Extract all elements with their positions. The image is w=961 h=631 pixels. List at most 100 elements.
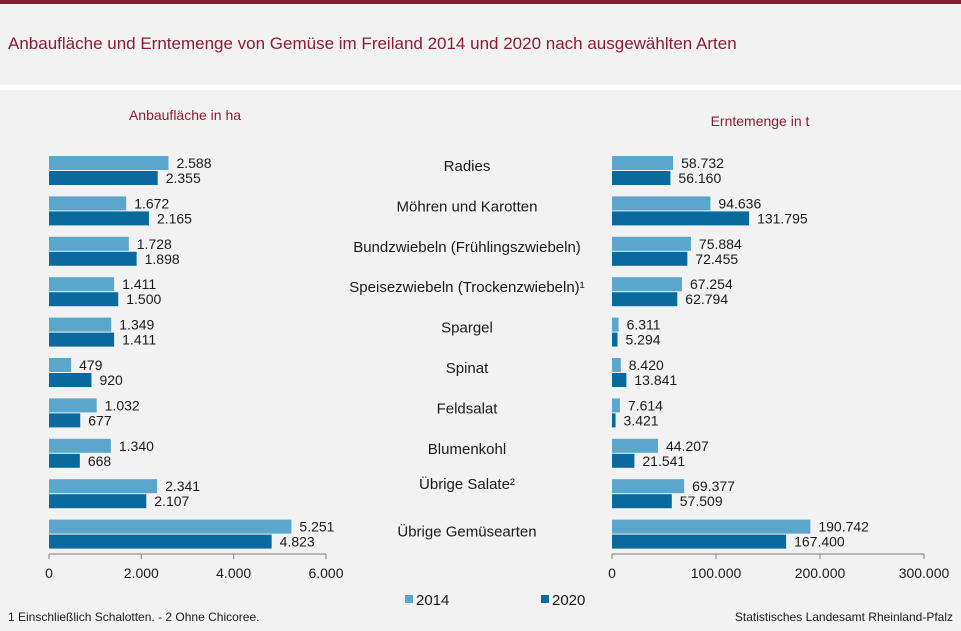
data-label-area-2014-6: 1.032 bbox=[105, 397, 140, 413]
bar-yield-2020-4 bbox=[612, 332, 618, 347]
bar-yield-2014-4 bbox=[612, 317, 619, 332]
bar-area-2020-0 bbox=[49, 171, 158, 185]
category-label-3: Speisezwiebeln (Trockenzwiebeln)¹ bbox=[349, 279, 584, 296]
bar-yield-2014-9 bbox=[612, 519, 811, 534]
data-label-yield-2020-1: 131.795 bbox=[757, 210, 808, 226]
category-label-2: Bundzwiebeln (Frühlingszwiebeln) bbox=[353, 239, 581, 256]
data-label-area-2014-7: 1.340 bbox=[119, 438, 154, 454]
data-label-yield-2020-9: 167.400 bbox=[794, 534, 845, 550]
data-label-yield-2020-2: 72.455 bbox=[695, 251, 738, 267]
bar-area-2014-5 bbox=[49, 358, 72, 372]
bar-area-2020-9 bbox=[49, 534, 272, 549]
data-label-area-2014-5: 479 bbox=[79, 357, 103, 373]
x-tick-label-area-3: 6.000 bbox=[308, 565, 343, 581]
bar-yield-2020-9 bbox=[612, 534, 787, 549]
data-label-area-2020-0: 2.355 bbox=[166, 170, 201, 186]
bar-area-2014-3 bbox=[49, 277, 115, 292]
bar-yield-2020-8 bbox=[612, 494, 672, 509]
bar-area-2020-8 bbox=[49, 494, 147, 509]
category-label-4: Spargel bbox=[441, 320, 493, 337]
panel-title-area: Anbaufläche in ha bbox=[129, 107, 241, 123]
data-label-yield-2020-7: 21.541 bbox=[642, 453, 685, 469]
data-label-yield-2014-0: 58.732 bbox=[681, 155, 724, 171]
source-credit: Statistisches Landesamt Rheinland-Pfalz bbox=[734, 610, 953, 624]
data-label-area-2020-7: 668 bbox=[88, 453, 112, 469]
bar-yield-2014-3 bbox=[612, 277, 682, 292]
bar-yield-2020-3 bbox=[612, 292, 678, 307]
data-label-yield-2014-6: 7.614 bbox=[628, 397, 663, 413]
page-title: Anbaufläche und Erntemenge von Gemüse im… bbox=[8, 34, 737, 53]
legend-swatch-2020 bbox=[541, 595, 549, 603]
x-tick-label-area-1: 2.000 bbox=[124, 565, 159, 581]
bar-yield-2020-5 bbox=[612, 373, 627, 387]
data-label-yield-2014-9: 190.742 bbox=[818, 519, 869, 535]
data-label-yield-2014-4: 6.311 bbox=[627, 317, 661, 333]
bar-yield-2020-2 bbox=[612, 251, 688, 266]
data-label-area-2014-0: 2.588 bbox=[176, 155, 211, 171]
bar-area-2014-4 bbox=[49, 317, 112, 332]
category-label-0: Radies bbox=[444, 158, 491, 175]
data-label-area-2014-1: 1.672 bbox=[134, 195, 169, 211]
category-label-1: Möhren und Karotten bbox=[397, 198, 538, 215]
data-label-yield-2020-3: 62.794 bbox=[685, 291, 728, 307]
bar-yield-2014-6 bbox=[612, 398, 620, 413]
bar-yield-2020-7 bbox=[612, 453, 635, 468]
data-label-area-2014-9: 5.251 bbox=[299, 519, 334, 535]
data-label-area-2020-1: 2.165 bbox=[157, 210, 192, 226]
data-label-yield-2014-1: 94.636 bbox=[718, 195, 761, 211]
bar-yield-2020-0 bbox=[612, 171, 671, 185]
data-label-yield-2014-7: 44.207 bbox=[666, 438, 709, 454]
data-label-yield-2014-3: 67.254 bbox=[690, 276, 733, 292]
bar-area-2020-7 bbox=[49, 453, 80, 468]
legend-label-2014: 2014 bbox=[416, 592, 449, 609]
category-label-6: Feldsalat bbox=[437, 400, 499, 417]
category-label-5: Spinat bbox=[446, 360, 489, 377]
bar-area-2014-0 bbox=[49, 156, 169, 170]
bar-yield-2014-0 bbox=[612, 156, 674, 170]
bar-yield-2014-1 bbox=[612, 196, 711, 211]
title-separator bbox=[0, 85, 961, 90]
bar-area-2014-6 bbox=[49, 398, 97, 413]
bar-area-2014-1 bbox=[49, 196, 127, 211]
data-label-area-2014-3: 1.411 bbox=[122, 276, 156, 292]
data-label-area-2014-8: 2.341 bbox=[165, 478, 200, 494]
top-accent-bar bbox=[0, 0, 961, 4]
bar-yield-2014-2 bbox=[612, 236, 691, 251]
x-tick-label-yield-2: 200.000 bbox=[795, 565, 846, 581]
data-label-area-2020-4: 1.411 bbox=[122, 332, 156, 348]
data-label-yield-2014-5: 8.420 bbox=[629, 357, 664, 373]
bar-yield-2020-1 bbox=[612, 211, 750, 226]
bar-yield-2020-6 bbox=[612, 413, 616, 428]
data-label-area-2020-3: 1.500 bbox=[126, 291, 161, 307]
panel-title-yield: Erntemenge in t bbox=[711, 113, 810, 129]
footnote: 1 Einschließlich Schalotten. - 2 Ohne Ch… bbox=[8, 610, 260, 624]
x-tick-label-area-0: 0 bbox=[45, 565, 53, 581]
data-label-yield-2020-8: 57.509 bbox=[680, 493, 723, 509]
category-label-8: Übrige Salate² bbox=[419, 475, 515, 493]
data-label-yield-2020-6: 3.421 bbox=[624, 412, 659, 428]
x-tick-label-yield-0: 0 bbox=[608, 565, 616, 581]
bar-area-2020-2 bbox=[49, 251, 137, 266]
x-tick-label-yield-3: 300.000 bbox=[899, 565, 950, 581]
data-label-area-2020-2: 1.898 bbox=[145, 251, 180, 267]
data-label-area-2020-9: 4.823 bbox=[280, 534, 315, 550]
bar-yield-2014-8 bbox=[612, 479, 685, 494]
data-label-yield-2020-0: 56.160 bbox=[678, 170, 721, 186]
bar-area-2014-2 bbox=[49, 236, 129, 251]
legend-label-2020: 2020 bbox=[552, 592, 585, 609]
bar-yield-2014-7 bbox=[612, 438, 658, 453]
x-tick-label-yield-1: 100.000 bbox=[691, 565, 742, 581]
bar-area-2014-9 bbox=[49, 519, 292, 534]
data-label-area-2014-2: 1.728 bbox=[137, 236, 172, 252]
data-label-area-2020-6: 677 bbox=[88, 412, 112, 428]
legend-swatch-2014 bbox=[405, 595, 413, 603]
data-label-yield-2020-4: 5.294 bbox=[626, 332, 661, 348]
bar-area-2020-6 bbox=[49, 413, 81, 428]
data-label-area-2020-8: 2.107 bbox=[154, 493, 189, 509]
bar-area-2020-5 bbox=[49, 373, 92, 387]
data-label-area-2020-5: 920 bbox=[99, 372, 123, 388]
data-label-yield-2014-8: 69.377 bbox=[692, 478, 735, 494]
data-label-area-2014-4: 1.349 bbox=[119, 317, 154, 333]
bar-area-2020-1 bbox=[49, 211, 149, 226]
